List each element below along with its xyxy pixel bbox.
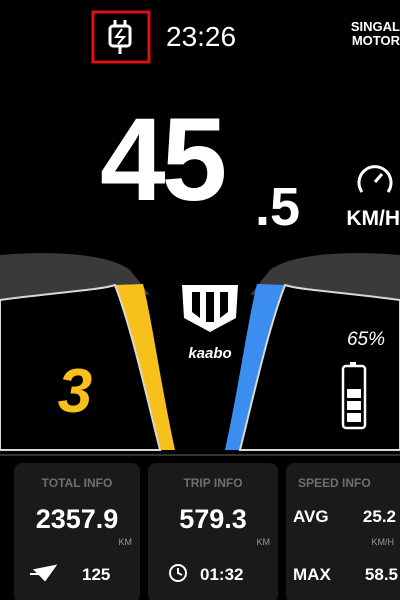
battery-icon: [341, 362, 367, 430]
panel-unit: KM: [119, 537, 133, 547]
panel-title: TOTAL INFO: [42, 476, 113, 490]
panel-value: 579.3: [179, 504, 247, 534]
logo-text: kaabo: [188, 345, 231, 362]
battery-percent: 65%: [347, 329, 385, 350]
clock-icon: [169, 564, 187, 582]
max-label: MAX: [293, 565, 331, 584]
time: 23:26: [166, 21, 236, 52]
brand-line: SINGAL: [351, 19, 400, 34]
charge-icon: [108, 20, 132, 54]
avg-label: AVG: [293, 507, 329, 526]
panel-footer: 01:32: [200, 565, 243, 584]
speed-integer: 45: [100, 94, 225, 226]
charge-highlight: [91, 10, 151, 64]
panel-title: SPEED INFO: [298, 476, 371, 490]
panel-unit: KM/H: [372, 537, 395, 547]
brand-line: MOTOR: [352, 33, 400, 48]
plane-icon: [30, 564, 58, 582]
panel-footer: 125: [82, 565, 110, 584]
speed-decimal: .5: [255, 177, 300, 237]
speedometer-icon: [357, 165, 393, 193]
panel-unit: KM: [257, 537, 271, 547]
panel-value: 2357.9: [36, 504, 119, 534]
gear: 3: [58, 357, 92, 426]
right-arc: [225, 284, 285, 450]
panel-title: TRIP INFO: [183, 476, 242, 490]
left-edge: [0, 283, 162, 451]
left-arc: [115, 284, 175, 450]
panel: [14, 463, 140, 600]
panel: [286, 463, 400, 600]
speed-unit: KM/H: [346, 207, 400, 230]
logo-mark: [192, 292, 228, 322]
max-value: 58.5: [365, 565, 398, 584]
avg-value: 25.2: [363, 507, 396, 526]
